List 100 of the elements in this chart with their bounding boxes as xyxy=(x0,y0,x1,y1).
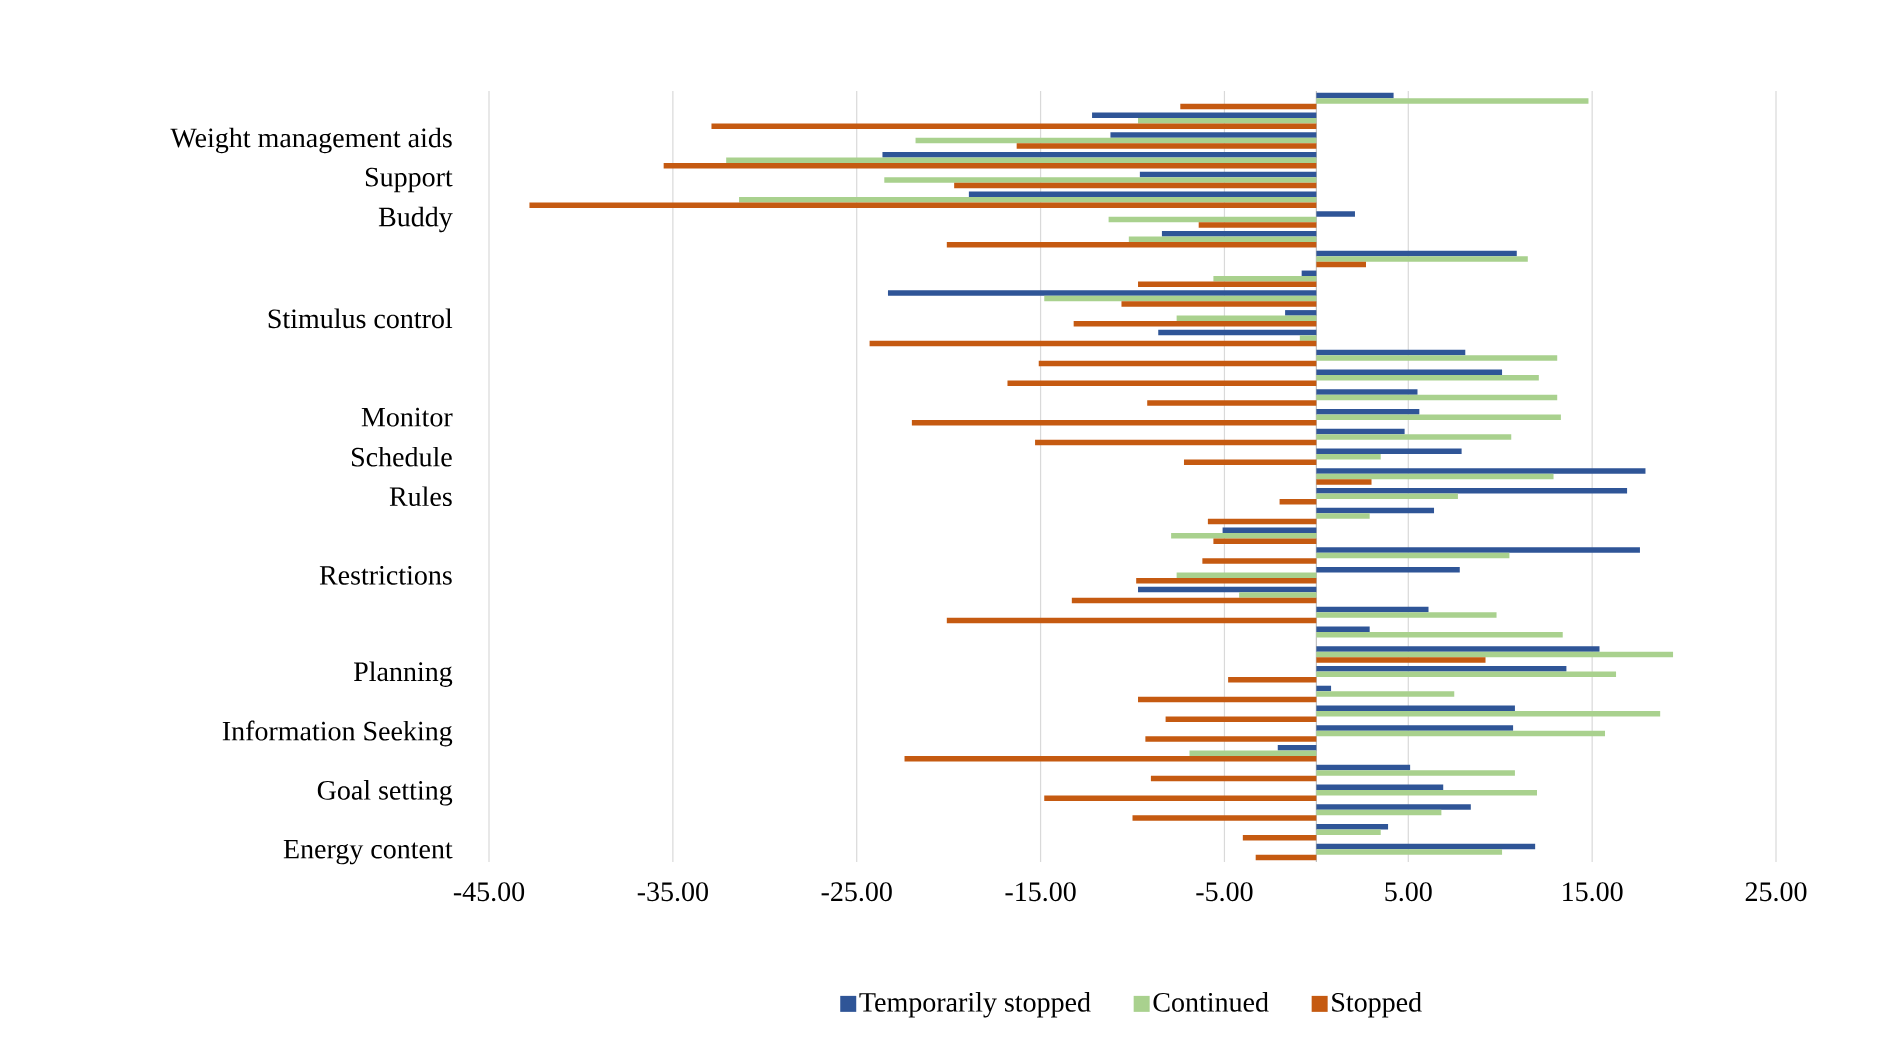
bar xyxy=(1316,770,1515,776)
bar xyxy=(1213,538,1317,545)
bar xyxy=(1316,256,1528,262)
bar xyxy=(1316,349,1466,356)
bar xyxy=(884,177,1317,183)
bar xyxy=(1316,631,1563,638)
x-tick-label: -35.00 xyxy=(637,882,708,902)
bar xyxy=(1073,321,1317,327)
bar xyxy=(1121,301,1317,307)
bar xyxy=(954,182,1317,189)
bar xyxy=(739,196,1317,203)
bar xyxy=(1316,414,1561,420)
x-tick-label: 5.00 xyxy=(1385,882,1432,902)
bar xyxy=(1038,360,1317,367)
bar xyxy=(968,191,1317,197)
legend-label: Stopped xyxy=(1332,992,1422,1018)
bar xyxy=(1316,507,1435,514)
bar xyxy=(1255,854,1317,861)
bar xyxy=(1299,335,1317,341)
y-tick-label: Stimulus control xyxy=(268,308,453,329)
bar xyxy=(1128,236,1317,243)
bar xyxy=(726,157,1317,163)
bar xyxy=(1316,369,1503,375)
bar xyxy=(1139,171,1317,178)
x-tick-label: -45.00 xyxy=(453,882,525,902)
bar xyxy=(1316,849,1503,855)
y-tick-label: Support xyxy=(365,167,453,193)
bar xyxy=(1138,281,1317,288)
y-tick-label: Planning xyxy=(353,661,453,687)
bar xyxy=(1316,809,1442,816)
y-tick-label: Buddy xyxy=(378,206,453,233)
bar xyxy=(915,137,1317,144)
y-tick-label: Energy content xyxy=(283,839,453,865)
bar xyxy=(1316,92,1394,99)
bar xyxy=(1316,730,1606,737)
bar xyxy=(1110,132,1317,138)
bar xyxy=(1316,567,1460,573)
bar xyxy=(1316,389,1418,395)
y-tick-label: Rules xyxy=(389,486,452,507)
bar xyxy=(1316,250,1517,257)
bar xyxy=(1316,651,1674,658)
bar xyxy=(904,756,1317,762)
x-tick-label: -15.00 xyxy=(1005,882,1076,902)
x-tick-label: 15.00 xyxy=(1563,882,1623,902)
bar xyxy=(1189,750,1317,757)
bar xyxy=(1316,657,1486,663)
bar xyxy=(1176,572,1317,579)
bar xyxy=(1202,558,1317,564)
bar xyxy=(1132,815,1317,821)
y-tick-label: Weight management aids xyxy=(170,127,452,154)
bar xyxy=(1279,499,1317,505)
bar xyxy=(1207,518,1317,525)
bar xyxy=(1316,488,1628,494)
bar xyxy=(1316,473,1554,480)
bar xyxy=(1285,310,1317,316)
legend-label: Continued xyxy=(1153,992,1269,1012)
bar xyxy=(1316,665,1567,672)
bar xyxy=(1316,646,1600,652)
bar xyxy=(1277,745,1317,751)
bar xyxy=(1044,795,1317,802)
bar xyxy=(1316,725,1514,731)
bar xyxy=(1165,716,1317,722)
bar xyxy=(529,202,1317,208)
bar xyxy=(1316,355,1558,361)
bar xyxy=(1316,764,1411,771)
bar xyxy=(1316,843,1536,850)
bar xyxy=(1183,459,1317,465)
bar xyxy=(1158,329,1317,336)
bar xyxy=(1176,315,1317,322)
bar xyxy=(1316,374,1539,381)
bar xyxy=(1171,533,1317,539)
bar xyxy=(1136,578,1317,584)
y-tick-label: Information Seeking xyxy=(222,720,453,747)
bar xyxy=(1044,295,1317,302)
bar xyxy=(1316,829,1381,836)
bar xyxy=(1147,400,1317,406)
bar xyxy=(1239,592,1317,598)
bar xyxy=(1316,408,1420,415)
bar xyxy=(869,340,1317,347)
bar xyxy=(911,419,1317,426)
bar xyxy=(711,123,1317,129)
bar xyxy=(1035,439,1317,446)
bar xyxy=(1316,493,1458,500)
bar xyxy=(1316,468,1646,474)
bar xyxy=(1316,606,1429,613)
bar xyxy=(1222,527,1317,534)
bar xyxy=(1138,696,1317,703)
bar xyxy=(1316,626,1370,632)
bar xyxy=(1316,394,1558,401)
bar xyxy=(1316,784,1444,791)
bar xyxy=(1316,261,1367,268)
bar xyxy=(1316,685,1332,692)
bar xyxy=(1316,434,1512,440)
bar xyxy=(1316,98,1589,104)
y-tick-label: Monitor xyxy=(361,407,453,427)
bar xyxy=(1316,479,1372,485)
bar xyxy=(1242,835,1317,841)
bar xyxy=(1316,691,1455,697)
bar xyxy=(1316,453,1381,460)
bar xyxy=(1316,552,1510,559)
